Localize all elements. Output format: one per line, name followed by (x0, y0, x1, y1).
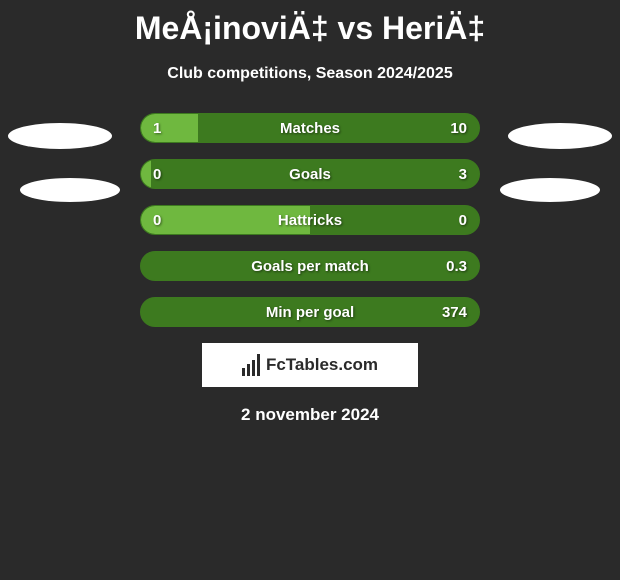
page-subtitle: Club competitions, Season 2024/2025 (167, 65, 452, 83)
stat-label: Hattricks (141, 212, 479, 229)
stat-row-matches: 1Matches10 (140, 113, 480, 143)
stat-row-goals: 0Goals3 (140, 159, 480, 189)
stat-row-min-per-goal: Min per goal374 (140, 297, 480, 327)
value-right: 3 (459, 166, 467, 183)
brand-text: FcTables.com (266, 355, 378, 375)
main-container: MeÅ¡inoviÄ‡ vs HeriÄ‡ Club competitions,… (0, 0, 620, 445)
value-right: 374 (442, 304, 467, 321)
value-right: 0.3 (446, 258, 467, 275)
page-title: MeÅ¡inoviÄ‡ vs HeriÄ‡ (135, 10, 485, 47)
stat-label: Matches (141, 120, 479, 137)
stat-label: Goals (141, 166, 479, 183)
value-right: 0 (459, 212, 467, 229)
stat-row-hattricks: 0Hattricks0 (140, 205, 480, 235)
stat-label: Goals per match (141, 258, 479, 275)
stat-row-goals-per-match: Goals per match0.3 (140, 251, 480, 281)
brand-chart-icon (242, 354, 260, 376)
value-right: 10 (450, 120, 467, 137)
stat-label: Min per goal (141, 304, 479, 321)
stats-area: 1Matches100Goals30Hattricks0Goals per ma… (0, 113, 620, 327)
brand-box[interactable]: FcTables.com (202, 343, 418, 387)
date-text: 2 november 2024 (241, 405, 379, 425)
